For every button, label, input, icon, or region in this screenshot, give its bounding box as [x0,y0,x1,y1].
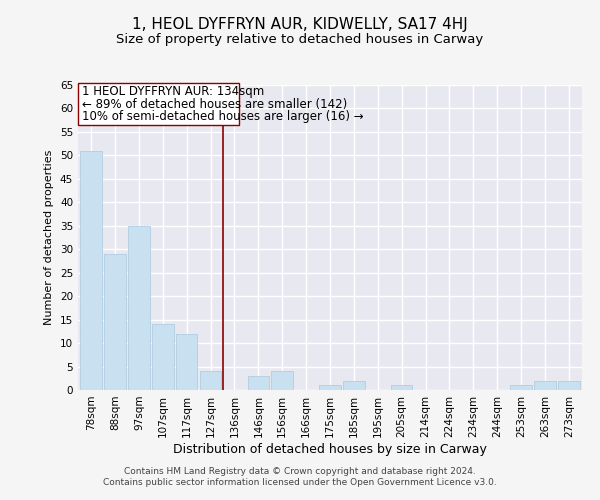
FancyBboxPatch shape [78,82,239,125]
Text: 1, HEOL DYFFRYN AUR, KIDWELLY, SA17 4HJ: 1, HEOL DYFFRYN AUR, KIDWELLY, SA17 4HJ [132,18,468,32]
Bar [248,376,269,390]
Y-axis label: Number of detached properties: Number of detached properties [44,150,55,325]
X-axis label: Distribution of detached houses by size in Carway: Distribution of detached houses by size … [173,442,487,456]
Bar [152,324,173,390]
Text: Size of property relative to detached houses in Carway: Size of property relative to detached ho… [116,32,484,46]
Bar [511,386,532,390]
Bar [558,380,580,390]
Text: 1 HEOL DYFFRYN AUR: 134sqm: 1 HEOL DYFFRYN AUR: 134sqm [82,86,264,98]
Text: 10% of semi-detached houses are larger (16) →: 10% of semi-detached houses are larger (… [82,110,363,123]
Bar [343,380,365,390]
Bar [80,150,102,390]
Bar [534,380,556,390]
Bar [176,334,197,390]
Text: ← 89% of detached houses are smaller (142): ← 89% of detached houses are smaller (14… [82,98,347,110]
Bar [319,386,341,390]
Text: Contains HM Land Registry data © Crown copyright and database right 2024.: Contains HM Land Registry data © Crown c… [124,467,476,476]
Bar [104,254,126,390]
Bar [271,371,293,390]
Text: Contains public sector information licensed under the Open Government Licence v3: Contains public sector information licen… [103,478,497,487]
Bar [128,226,149,390]
Bar [200,371,221,390]
Bar [391,386,412,390]
